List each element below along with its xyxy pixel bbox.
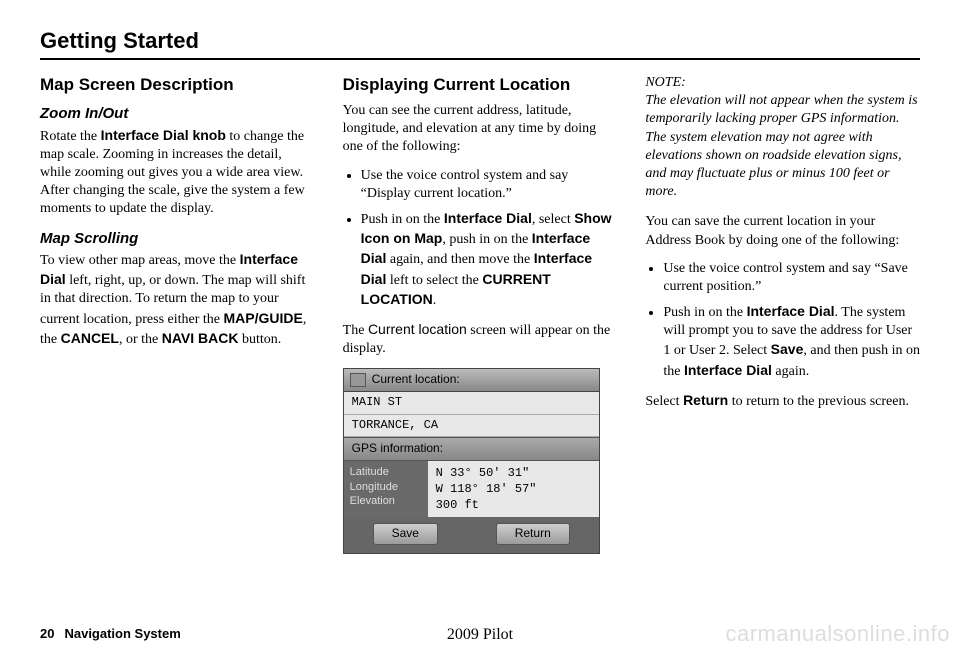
save-location-list: Use the voice control system and say “Sa… [645,260,920,381]
text: Rotate the [40,129,101,144]
watermark: carmanualsonline.info [725,621,950,647]
gps-titlebar-icon [350,373,366,387]
navi-back-label: NAVI BACK [162,330,239,346]
gps-titlebar: Current location: [344,369,599,392]
interface-dial-knob-label: Interface Dial knob [101,127,226,143]
gps-title: Current location: [372,372,460,388]
text: button. [238,332,281,347]
text: . [433,293,437,308]
model-year: 2009 Pilot [447,626,513,644]
system-name: Navigation System [64,626,180,641]
column-3: NOTE: The elevation will not appear when… [645,74,920,554]
text: The [343,323,368,338]
text: again. [772,364,809,379]
displaying-location-heading: Displaying Current Location [343,74,618,96]
list-item: Use the voice control system and say “Di… [361,167,618,203]
list-item: Use the voice control system and say “Sa… [663,260,920,296]
text: To view other map areas, move the [40,253,240,268]
column-2: Displaying Current Location You can see … [343,74,618,554]
interface-dial-label: Interface Dial [444,210,532,226]
page-number: 20 [40,626,54,641]
text: left to select the [386,273,482,288]
gps-screenshot: Current location: MAIN ST TORRANCE, CA G… [343,368,600,554]
gps-buttons: Save Return [344,517,599,553]
displaying-location-intro: You can see the current address, latitud… [343,102,618,157]
gps-lat-value: N 33° 50' 31" [436,465,591,481]
list-item: Push in on the Interface Dial. The syste… [663,302,920,381]
gps-save-button[interactable]: Save [373,523,438,545]
interface-dial-label: Interface Dial [684,362,772,378]
interface-dial-label: Interface Dial [747,303,835,319]
gps-address-line2: TORRANCE, CA [344,415,599,438]
page-title: Getting Started [40,28,920,60]
text: , push in on the [442,232,531,247]
list-item: Push in on the Interface Dial, select Sh… [361,209,618,310]
scrolling-paragraph: To view other map areas, move the Interf… [40,250,315,349]
map-screen-heading: Map Screen Description [40,74,315,96]
gps-info-values: N 33° 50' 31" W 118° 18' 57" 300 ft [428,461,599,518]
scrolling-heading: Map Scrolling [40,229,315,249]
gps-return-button[interactable]: Return [496,523,570,545]
current-location-screen-text: The Current location screen will appear … [343,320,618,358]
text: Push in on the [663,305,746,320]
zoom-paragraph: Rotate the Interface Dial knob to change… [40,126,315,219]
save-location-intro: You can save the current location in you… [645,213,920,249]
return-paragraph: Select Return to return to the previous … [645,391,920,411]
gps-lat-label: Latitude [350,465,422,480]
text: , or the [119,332,162,347]
text: Push in on the [361,212,444,227]
gps-info-title: GPS information: [344,437,599,461]
text: to return to the previous screen. [728,394,909,409]
gps-ele-value: 300 ft [436,497,591,513]
cancel-label: CANCEL [61,330,119,346]
gps-lon-value: W 118° 18' 57" [436,481,591,497]
save-label: Save [771,341,804,357]
gps-info-block: Latitude Longitude Elevation N 33° 50' 3… [344,461,599,518]
text: , select [532,212,574,227]
zoom-heading: Zoom In/Out [40,104,315,124]
gps-lon-label: Longitude [350,480,422,495]
note-body: The elevation will not appear when the s… [645,92,920,201]
gps-ele-label: Elevation [350,494,422,509]
note-label: NOTE: [645,74,920,92]
gps-info-labels: Latitude Longitude Elevation [344,461,428,518]
column-1: Map Screen Description Zoom In/Out Rotat… [40,74,315,554]
text: again, and then move the [386,252,533,267]
current-location-name: Current location [368,321,467,337]
gps-address-line1: MAIN ST [344,392,599,415]
content-columns: Map Screen Description Zoom In/Out Rotat… [40,74,920,554]
return-label: Return [683,392,728,408]
text: Select [645,394,683,409]
map-guide-label: MAP/GUIDE [223,310,302,326]
displaying-location-list: Use the voice control system and say “Di… [343,167,618,310]
